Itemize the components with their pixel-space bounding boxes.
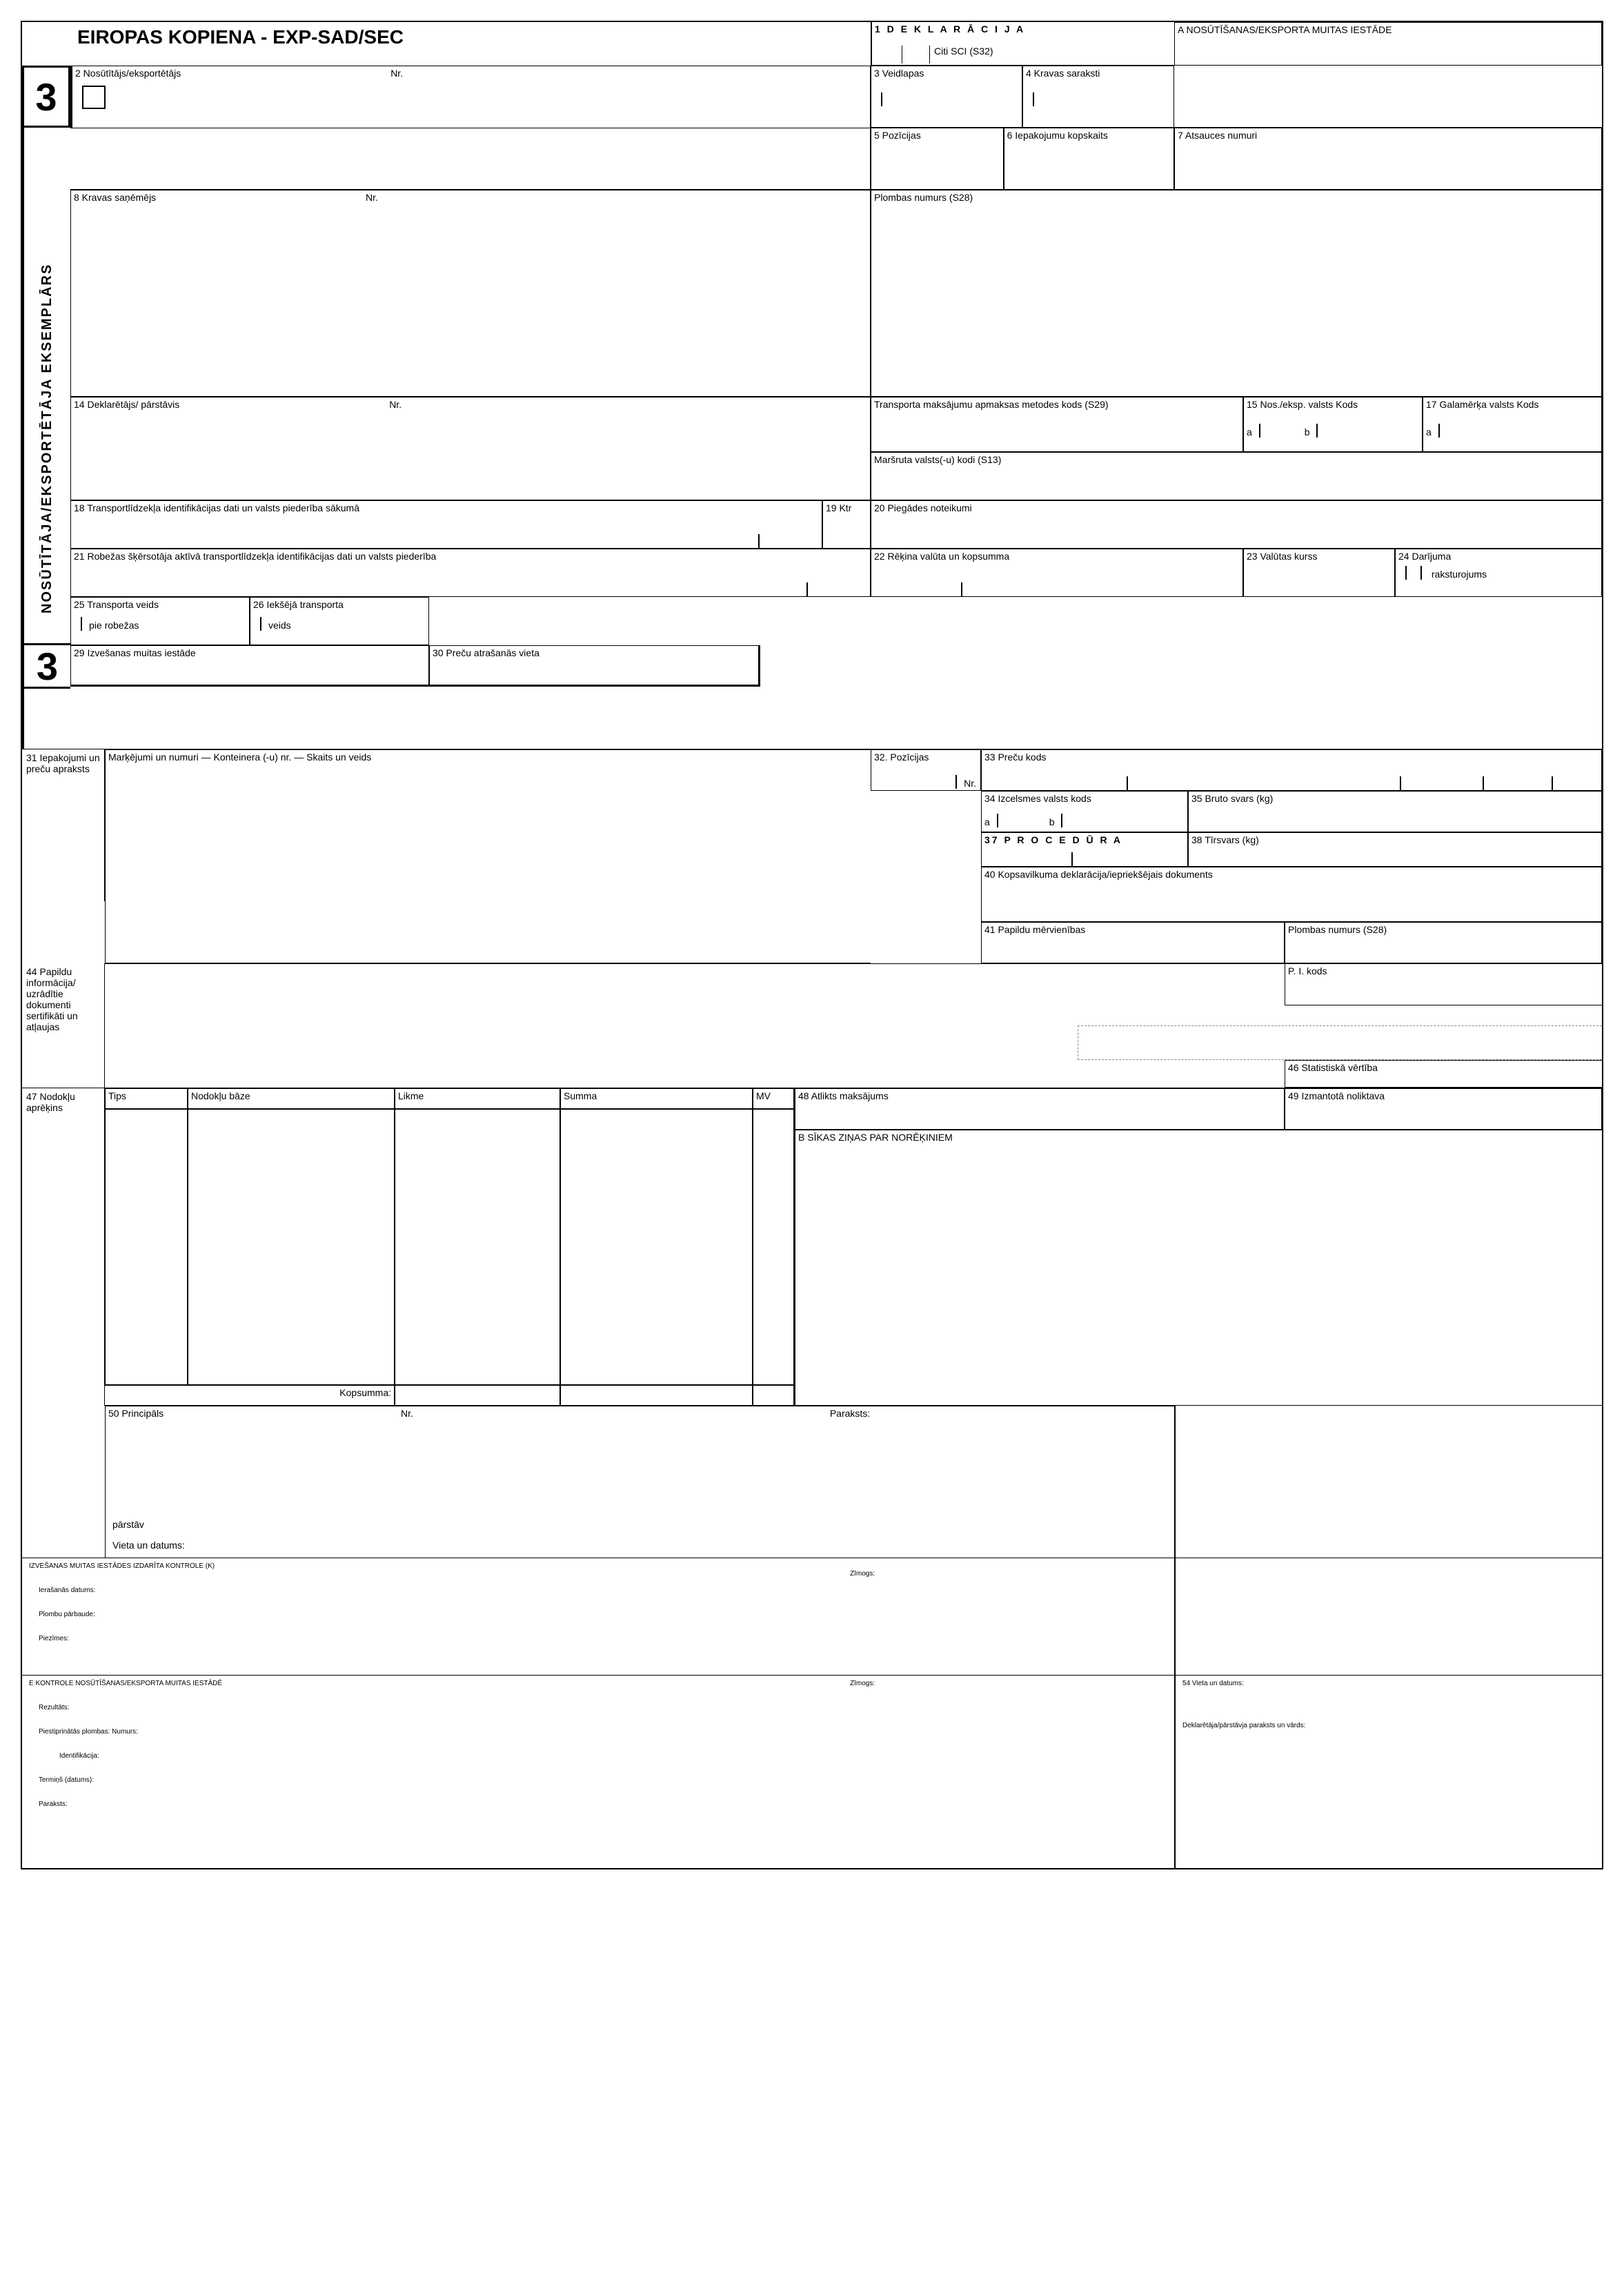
col-tips: Tips	[105, 1088, 188, 1109]
field-21-label: 21 Robežas šķērsotāja aktīvā transportlī…	[74, 551, 867, 562]
field-40-label: 40 Kopsavilkuma deklarācija/iepriekšējai…	[984, 869, 1598, 880]
field-19-label: 19 Ktr	[826, 502, 867, 513]
customs-form: EIROPAS KOPIENA - EXP-SAD/SEC 1 D E K L …	[21, 21, 1603, 1869]
field-15-label: 15 Nos./eksp. valsts Kods	[1247, 399, 1419, 410]
field-2-checkbox[interactable]	[82, 86, 106, 109]
field-35-label: 35 Bruto svars (kg)	[1191, 793, 1598, 804]
field-32-label: 32. Pozīcijas	[874, 752, 978, 763]
field-s29-label: Transporta maksājumu apmaksas metodes ko…	[874, 399, 1240, 410]
field-6-label: 6 Iepakojumu kopskaits	[1007, 130, 1171, 141]
field-54-label: 54 Vieta un datums:	[1182, 1680, 1595, 1687]
field-48-label: 48 Atlikts maksājums	[798, 1090, 1281, 1101]
field-1-label: 1 D E K L A R Ā C I J A	[875, 23, 1171, 35]
field-54-sig: Deklarētāja/pārstāvja paraksts un vārds:	[1182, 1722, 1595, 1729]
field-b-label: B SĪKAS ZIŅAS PAR NORĒĶINIEM	[798, 1132, 1599, 1143]
field-4-label: 4 Kravas saraksti	[1026, 68, 1171, 79]
field-50-label: 50 Principāls	[108, 1408, 164, 1419]
col-baze: Nodokļu bāze	[188, 1088, 395, 1109]
field-22-label: 22 Rēķina valūta un kopsumma	[874, 551, 1240, 562]
box-a: A NOSŪTĪŠANAS/EKSPORTA MUITAS IESTĀDE	[1174, 22, 1602, 66]
field-k-label: IZVEŠANAS MUITAS IESTĀDES IZDARĪTA KONTR…	[29, 1562, 1167, 1570]
field-37-label: 37 P R O C E D Ū R A	[984, 834, 1185, 845]
field-41-seal: Plombas numurs (S28)	[1288, 924, 1598, 935]
field-41-label: 41 Papildu mērvienības	[984, 924, 1281, 935]
form-title: EIROPAS KOPIENA - EXP-SAD/SEC	[70, 22, 871, 52]
field-2-nr: Nr.	[390, 68, 403, 79]
field-17-label: 17 Galamērķa valsts Kods	[1426, 399, 1598, 410]
field-14-label: 14 Deklarētājs/ pārstāvis	[74, 399, 179, 410]
row-total: Kopsumma:	[105, 1385, 395, 1406]
field-33-label: 33 Preču kods	[984, 752, 1598, 763]
field-49-label: 49 Izmantotā noliktava	[1288, 1090, 1598, 1101]
field-47-label: 47 Nodokļu aprēķins	[22, 1088, 105, 1406]
col-likme: Likme	[395, 1088, 560, 1109]
copy-marker-mid: 3	[22, 643, 70, 689]
field-44-label: 44 Papildu informācija/ uzrādītie dokume…	[22, 963, 105, 1088]
field-e-label: E KONTROLE NOSŪTĪŠANAS/EKSPORTA MUITAS I…	[29, 1680, 1167, 1687]
field-18-label: 18 Transportlīdzekļa identifikācijas dat…	[74, 502, 819, 513]
field-1-sub: Citi SCI (S32)	[930, 46, 1171, 63]
field-20-label: 20 Piegādes noteikumi	[874, 502, 1598, 513]
field-5-label: 5 Pozīcijas	[874, 130, 1000, 141]
field-38-label: 38 Tīrsvars (kg)	[1191, 834, 1598, 845]
field-s13-label: Maršruta valsts(-u) kodi (S13)	[874, 454, 1598, 465]
field-30-label: 30 Preču atrašanās vieta	[433, 647, 755, 658]
copy-marker-top: 3	[22, 66, 70, 128]
field-46-label: 46 Statistiskā vērtība	[1288, 1062, 1599, 1073]
field-7-label: 7 Atsauces numuri	[1178, 130, 1598, 141]
field-31-desc: Marķējumi un numuri — Konteinera (-u) nr…	[108, 752, 868, 763]
field-25-label: 25 Transporta veids	[74, 599, 246, 610]
field-2-label: 2 Nosūtītājs/eksportētājs	[75, 68, 181, 79]
field-seal-s28: Plombas numurs (S28)	[874, 192, 1598, 203]
col-mv: MV	[753, 1088, 794, 1109]
field-23-label: 23 Valūtas kurss	[1247, 551, 1392, 562]
field-24-label: 24 Darījuma	[1398, 551, 1598, 562]
field-3-label: 3 Veidlapas	[874, 68, 1019, 79]
field-31-label: 31 Iepakojumi un preču apraksts	[22, 749, 105, 901]
field-26-label: 26 Iekšējā transporta	[253, 599, 426, 610]
field-29-label: 29 Izvešanas muitas iestāde	[74, 647, 426, 658]
field-pi-code: P. I. kods	[1288, 965, 1599, 976]
col-summa: Summa	[560, 1088, 753, 1109]
field-8-label: 8 Kravas saņēmējs	[74, 192, 156, 203]
field-34-label: 34 Izcelsmes valsts kods	[984, 793, 1185, 804]
